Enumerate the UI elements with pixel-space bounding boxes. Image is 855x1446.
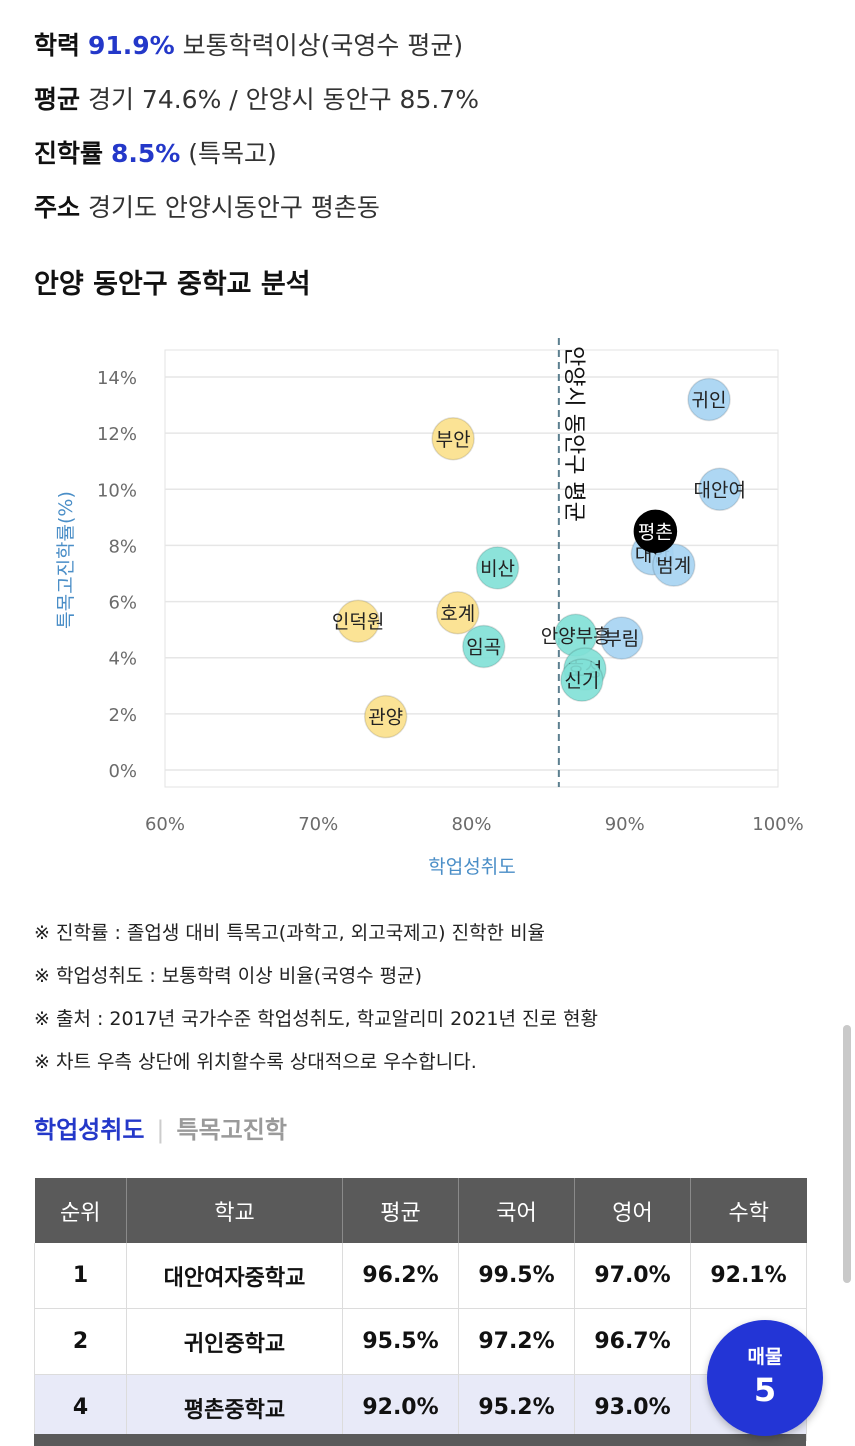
tab-divider: | [156, 1116, 165, 1144]
average-text: 경기 74.6% / 안양시 동안구 85.7% [87, 85, 479, 114]
bubble-point[interactable] [698, 467, 742, 512]
y-axis-title: 특목고진학률(%) [55, 491, 77, 629]
note-achievement: ※ 학업성취도 : 보통학력 이상 비율(국영수 평균) [34, 965, 423, 987]
bubble-point[interactable] [652, 543, 696, 587]
cell-korean: 99.5% [458, 1243, 575, 1309]
x-tick-label: 90% [605, 814, 645, 835]
scrollbar[interactable] [843, 1025, 851, 1283]
header-math: 수학 [690, 1178, 807, 1243]
y-tick-label: 14% [97, 368, 137, 389]
section-title: 안양 동안구 중학교 분석 [34, 269, 311, 300]
bubble-point[interactable] [633, 509, 678, 554]
tab-special-high[interactable]: 특목고진학 [176, 1116, 287, 1144]
achievement-line: 학력 91.9% 보통학력이상(국영수 평균) [34, 26, 463, 62]
header-rank: 순위 [34, 1178, 127, 1243]
bubble-label: 인덕원 [332, 611, 384, 633]
bubble-point[interactable] [687, 377, 731, 422]
x-axis-title: 학업성취도 [428, 856, 515, 878]
cell-korean: 95.2% [458, 1374, 575, 1441]
table-row[interactable]: 1 대안여자중학교 96.2% 99.5% 97.0% 92.1% [34, 1243, 807, 1309]
bubble-point[interactable] [363, 694, 408, 739]
cell-average: 92.0% [342, 1374, 459, 1441]
bubble-point[interactable] [560, 658, 604, 702]
bubble-label: 부안 [436, 429, 471, 451]
reference-line-label: 안양시 동안구 평균 [561, 346, 586, 522]
ranking-tabs: 학업성취도 | 특목고진학 [34, 1110, 287, 1145]
achievement-desc: 보통학력이상(국영수 평균) [182, 31, 464, 60]
cell-rank: 2 [34, 1308, 127, 1375]
y-tick-label: 0% [108, 761, 137, 782]
y-tick-label: 4% [108, 649, 137, 670]
tab-achievement[interactable]: 학업성취도 [34, 1116, 145, 1144]
table-header-row: 순위 학교 평균 국어 영어 수학 [34, 1178, 807, 1243]
header-school: 학교 [126, 1178, 343, 1243]
advancement-line: 진학률 8.5% (특목고) [34, 134, 277, 170]
cell-school: 대안여자중학교 [126, 1243, 343, 1309]
achievement-value: 91.9% [87, 31, 175, 60]
note-source: ※ 출처 : 2017년 국가수준 학업성취도, 학교알리미 2021년 진로 … [34, 1008, 598, 1030]
bubble-label: 안양부흥 [541, 625, 611, 647]
fab-label: 매물 [747, 1346, 783, 1368]
bubble-label: 관양 [368, 707, 403, 729]
y-tick-label: 10% [97, 480, 137, 501]
x-tick-label: 60% [145, 814, 185, 835]
cell-average: 96.2% [342, 1243, 459, 1309]
scatter-chart: 안양시 동안구 평균 귀인대안여대안범계부림안양부흥호성신기비산임곡부안호계인덕… [55, 338, 804, 878]
listings-fab-button[interactable]: 매물 5 [707, 1320, 823, 1436]
plot-area [164, 349, 779, 788]
address-label: 주소 [34, 193, 81, 222]
note-advancement-rate: ※ 진학률 : 졸업생 대비 특목고(과학고, 외고국제고) 진학한 비율 [34, 922, 546, 944]
y-tick-label: 8% [108, 536, 137, 557]
bubble-label: 신기 [564, 670, 599, 692]
bubble-label: 평촌 [638, 521, 673, 543]
advancement-label: 진학률 [34, 139, 104, 168]
bubble-label: 임곡 [466, 636, 501, 658]
address-line: 주소 경기도 안양시동안구 평촌동 [34, 188, 380, 224]
bubble-point[interactable] [435, 591, 480, 635]
x-tick-label: 100% [752, 814, 803, 835]
cell-school: 귀인중학교 [126, 1308, 343, 1375]
cell-school: 평촌중학교 [126, 1374, 343, 1441]
cell-english: 93.0% [574, 1374, 691, 1441]
y-tick-label: 12% [97, 424, 137, 445]
header-english: 영어 [574, 1178, 691, 1243]
cell-math: 92.1% [690, 1243, 807, 1309]
address-text: 경기도 안양시동안구 평촌동 [87, 193, 380, 222]
average-label: 평균 [34, 85, 81, 114]
bubble-label: 부림 [604, 628, 639, 650]
x-tick-label: 80% [451, 814, 491, 835]
cell-rank: 4 [34, 1374, 127, 1441]
cell-rank: 1 [34, 1243, 127, 1309]
bubble-point[interactable] [599, 616, 644, 660]
bubble-point[interactable] [475, 546, 520, 590]
cell-korean: 97.2% [458, 1308, 575, 1375]
cell-average: 95.5% [342, 1308, 459, 1375]
achievement-label: 학력 [34, 31, 81, 60]
average-line: 평균 경기 74.6% / 안양시 동안구 85.7% [34, 80, 479, 116]
bubble-label: 대안여 [694, 479, 746, 501]
x-tick-label: 70% [298, 814, 338, 835]
bubble-point[interactable] [336, 599, 380, 643]
table-row[interactable]: 2 귀인중학교 95.5% 97.2% 96.7% [34, 1308, 807, 1375]
cell-english: 97.0% [574, 1243, 691, 1309]
header-korean: 국어 [458, 1178, 575, 1243]
table-next-header [34, 1434, 806, 1446]
ranking-table: 순위 학교 평균 국어 영어 수학 1 대안여자중학교 96.2% 99.5% … [34, 1178, 807, 1441]
bubble-label: 호계 [440, 603, 475, 625]
table-row-current-school[interactable]: 4 평촌중학교 92.0% 95.2% 93.0% 8 [34, 1374, 807, 1441]
bubble-point[interactable] [431, 417, 475, 461]
bubble-point[interactable] [462, 624, 506, 669]
advancement-desc: (특목고) [188, 139, 277, 168]
fab-count: 5 [753, 1371, 777, 1409]
bubble-label: 비산 [480, 558, 515, 580]
bubble-label: 범계 [656, 555, 691, 577]
note-position: ※ 차트 우측 상단에 위치할수록 상대적으로 우수합니다. [34, 1051, 477, 1073]
y-tick-label: 2% [108, 705, 137, 726]
header-average: 평균 [342, 1178, 459, 1243]
bubble-label: 귀인 [692, 389, 727, 411]
cell-english: 96.7% [574, 1308, 691, 1375]
y-tick-label: 6% [108, 593, 137, 614]
advancement-value: 8.5% [110, 139, 181, 168]
